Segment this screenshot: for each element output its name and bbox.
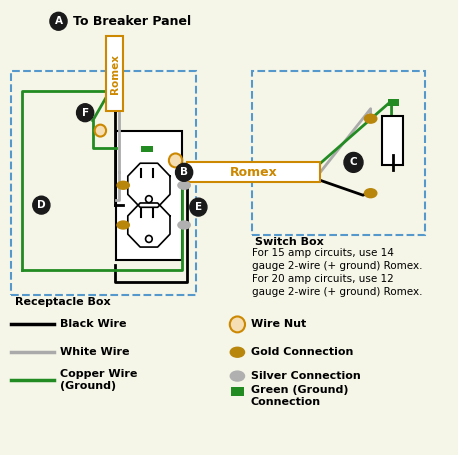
- Ellipse shape: [365, 189, 377, 197]
- Ellipse shape: [230, 371, 245, 381]
- Circle shape: [169, 153, 182, 167]
- Text: E: E: [195, 202, 202, 212]
- Circle shape: [230, 317, 245, 332]
- Circle shape: [50, 12, 67, 30]
- FancyBboxPatch shape: [231, 387, 244, 396]
- Text: B: B: [180, 167, 188, 177]
- FancyBboxPatch shape: [141, 146, 153, 152]
- Circle shape: [175, 163, 193, 181]
- Ellipse shape: [117, 221, 129, 229]
- Ellipse shape: [178, 181, 190, 189]
- Circle shape: [95, 125, 106, 136]
- Circle shape: [146, 196, 152, 202]
- FancyBboxPatch shape: [106, 36, 123, 111]
- Circle shape: [76, 104, 94, 121]
- FancyBboxPatch shape: [388, 99, 399, 106]
- Ellipse shape: [365, 114, 377, 123]
- Text: White Wire: White Wire: [60, 347, 130, 357]
- FancyBboxPatch shape: [382, 116, 403, 165]
- Text: A: A: [55, 16, 62, 26]
- Ellipse shape: [117, 181, 129, 189]
- Ellipse shape: [178, 221, 190, 229]
- Text: Romex: Romex: [109, 54, 120, 94]
- Text: To Breaker Panel: To Breaker Panel: [73, 15, 191, 28]
- Text: Wire Nut: Wire Nut: [251, 319, 306, 329]
- Text: Silver Connection: Silver Connection: [251, 371, 360, 381]
- Text: Green (Ground)
Connection: Green (Ground) Connection: [251, 385, 348, 407]
- Text: F: F: [82, 108, 89, 118]
- Ellipse shape: [230, 347, 245, 357]
- Text: Gold Connection: Gold Connection: [251, 347, 353, 357]
- Text: C: C: [349, 157, 357, 167]
- Text: For 15 amp circuits, use 14
gauge 2-wire (+ ground) Romex.
For 20 amp circuits, : For 15 amp circuits, use 14 gauge 2-wire…: [251, 248, 422, 298]
- Circle shape: [146, 235, 152, 243]
- Text: Receptacle Box: Receptacle Box: [15, 297, 110, 307]
- FancyBboxPatch shape: [115, 131, 182, 260]
- Circle shape: [344, 152, 363, 172]
- Text: Copper Wire
(Ground): Copper Wire (Ground): [60, 369, 138, 391]
- Text: D: D: [37, 200, 46, 210]
- Text: Romex: Romex: [230, 166, 278, 179]
- Circle shape: [33, 196, 50, 214]
- Text: Black Wire: Black Wire: [60, 319, 127, 329]
- Circle shape: [190, 198, 207, 216]
- Text: Switch Box: Switch Box: [256, 237, 324, 247]
- FancyBboxPatch shape: [187, 162, 320, 182]
